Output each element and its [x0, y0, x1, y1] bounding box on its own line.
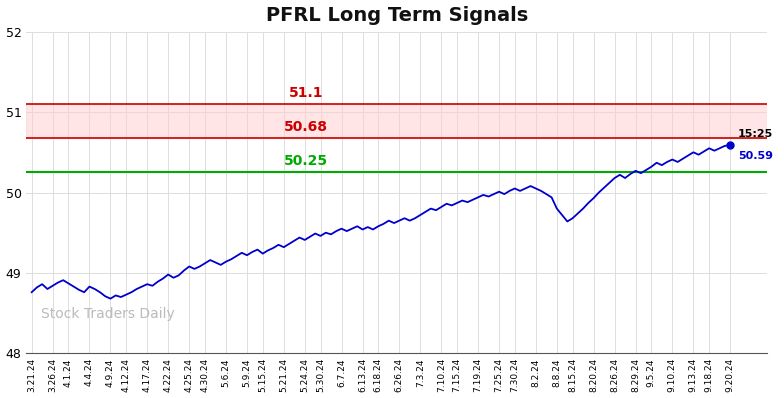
Bar [27, 104, 767, 138]
Text: Stock Traders Daily: Stock Traders Daily [42, 307, 175, 321]
Text: 50.25: 50.25 [284, 154, 328, 168]
Text: 50.68: 50.68 [284, 120, 328, 134]
Text: 50.59: 50.59 [738, 151, 773, 161]
Text: 51.1: 51.1 [289, 86, 323, 100]
Title: PFRL Long Term Signals: PFRL Long Term Signals [266, 6, 528, 25]
Text: 15:25: 15:25 [738, 129, 773, 139]
